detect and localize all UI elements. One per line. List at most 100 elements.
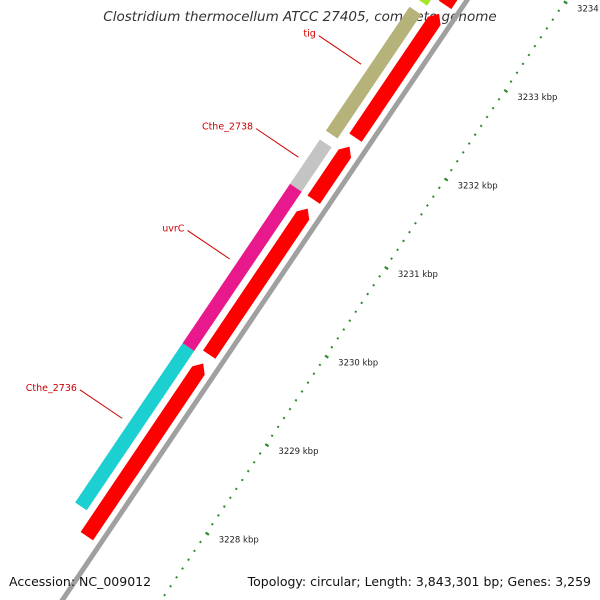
major-tick [384, 266, 389, 271]
minor-tick [509, 80, 513, 83]
minor-tick [420, 212, 423, 216]
minor-tick [288, 407, 292, 411]
unlabeled-gene-feature [80, 363, 205, 541]
minor-tick [193, 549, 196, 553]
minor-tick [222, 505, 226, 508]
map-title: Clostridium thermocellum ATCC 27405, com… [103, 9, 497, 25]
minor-tick [467, 142, 471, 145]
minor-tick [360, 301, 364, 305]
unlabeled-gene-feature [307, 146, 351, 204]
tick-label: 3229 kbp [278, 447, 318, 457]
minor-tick [461, 151, 465, 154]
backbone [59, 0, 471, 600]
minor-tick [533, 44, 537, 48]
tig-gene-feature [325, 6, 422, 139]
major-tick [324, 354, 329, 359]
minor-tick [473, 133, 477, 137]
cthe_2736-gene-feature [75, 343, 195, 511]
minor-tick [521, 62, 525, 66]
gene-label-uvrc: uvrC [162, 223, 185, 234]
major-tick [563, 0, 568, 5]
minor-tick [402, 239, 405, 243]
minor-tick [258, 452, 262, 455]
scale-ticks: 3228 kbp 3229 kbp 3230 kbp 3231 kbp 3232 kbp… [163, 0, 600, 597]
minor-tick [408, 230, 411, 234]
tick-label: 3231 kbp [398, 270, 438, 280]
minor-tick [330, 345, 334, 349]
minor-tick [246, 469, 250, 473]
minor-tick [342, 328, 346, 331]
minor-tick [354, 310, 358, 314]
gene-label-tig: tig [303, 29, 315, 40]
minor-tick [485, 115, 489, 119]
gene-features [75, 0, 458, 541]
unlabeled-gene-feature [203, 208, 310, 359]
minor-tick [396, 248, 399, 252]
minor-tick [199, 540, 202, 544]
minor-tick [252, 460, 256, 464]
genome-summary-text: Topology: circular; Length: 3,843,301 bp… [247, 574, 591, 589]
unlabeled-gene-feature [349, 13, 441, 142]
minor-tick [479, 124, 483, 128]
minor-tick [211, 522, 214, 526]
tick-label: 3228 kbp [219, 536, 259, 546]
minor-tick [270, 434, 274, 438]
minor-tick [372, 283, 376, 287]
minor-tick [366, 292, 370, 296]
minor-tick [163, 593, 167, 597]
minor-tick [557, 9, 561, 13]
minor-tick [455, 159, 459, 163]
minor-tick [527, 53, 531, 57]
minor-tick [300, 390, 304, 393]
gene-label-cthe_2736: Cthe_2736 [26, 383, 77, 394]
minor-tick [539, 35, 543, 39]
minor-tick [390, 257, 393, 261]
minor-tick [414, 221, 417, 225]
minor-tick [234, 487, 238, 491]
minor-tick [348, 319, 352, 323]
genome-backbone [59, 0, 471, 600]
minor-tick [312, 372, 316, 376]
tick-label: 3234 kbp [577, 4, 600, 14]
minor-tick [282, 416, 286, 420]
major-tick [204, 531, 210, 536]
minor-tick [240, 478, 244, 482]
minor-tick [187, 558, 190, 562]
tick-label: 3230 kbp [338, 359, 378, 369]
major-tick [443, 177, 449, 182]
minor-tick [181, 567, 184, 570]
label-leader-line [187, 230, 230, 260]
minor-tick [437, 186, 441, 190]
accession-text: Accession: NC_009012 [9, 574, 152, 589]
minor-tick [431, 195, 435, 199]
cthe_2738-gene-feature [290, 139, 332, 192]
minor-tick [426, 204, 429, 207]
tick-label: 3232 kbp [458, 182, 498, 192]
minor-tick [228, 496, 232, 500]
minor-tick [515, 71, 519, 75]
label-leader-line [318, 35, 362, 65]
minor-tick [336, 336, 340, 340]
minor-tick [216, 514, 220, 517]
minor-tick [318, 363, 322, 367]
uvrc-gene-feature [182, 183, 302, 351]
minor-tick [378, 274, 382, 278]
minor-tick [306, 381, 310, 384]
label-leader-line [79, 389, 123, 419]
tick-label: 3233 kbp [517, 93, 557, 103]
gene-label-cthe_2738: Cthe_2738 [202, 122, 253, 133]
label-leader-line [255, 128, 299, 158]
minor-tick [294, 398, 298, 402]
minor-tick [497, 97, 501, 101]
unlabeled-gene-feature [438, 0, 458, 10]
minor-tick [175, 576, 178, 579]
clpp-gene-feature [418, 0, 431, 6]
major-tick [264, 443, 270, 448]
minor-tick [545, 27, 549, 30]
major-tick [503, 88, 509, 94]
minor-tick [551, 18, 555, 21]
minor-tick [491, 106, 495, 110]
minor-tick [169, 584, 172, 588]
